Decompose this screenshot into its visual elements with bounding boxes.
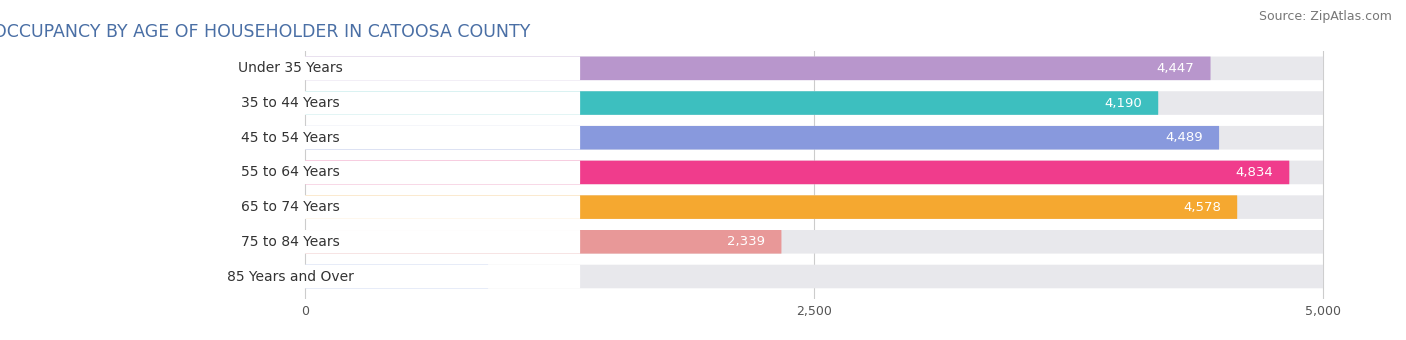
Text: 75 to 84 Years: 75 to 84 Years: [240, 235, 339, 249]
FancyBboxPatch shape: [305, 265, 1323, 288]
FancyBboxPatch shape: [0, 126, 581, 150]
Text: Under 35 Years: Under 35 Years: [238, 61, 343, 75]
Text: 4,489: 4,489: [1166, 131, 1202, 144]
Text: 4,834: 4,834: [1236, 166, 1272, 179]
Text: 4,190: 4,190: [1104, 97, 1142, 109]
FancyBboxPatch shape: [305, 91, 1323, 115]
Text: 55 to 64 Years: 55 to 64 Years: [240, 166, 339, 180]
FancyBboxPatch shape: [305, 56, 1211, 80]
FancyBboxPatch shape: [0, 195, 581, 219]
FancyBboxPatch shape: [0, 56, 581, 80]
FancyBboxPatch shape: [305, 195, 1323, 219]
FancyBboxPatch shape: [0, 265, 581, 288]
FancyBboxPatch shape: [0, 160, 581, 184]
Text: 45 to 54 Years: 45 to 54 Years: [240, 131, 339, 145]
FancyBboxPatch shape: [305, 91, 1159, 115]
FancyBboxPatch shape: [305, 160, 1323, 184]
Text: 898: 898: [447, 270, 472, 283]
Text: 2,339: 2,339: [727, 235, 765, 248]
Text: 35 to 44 Years: 35 to 44 Years: [240, 96, 339, 110]
FancyBboxPatch shape: [305, 265, 488, 288]
Text: Source: ZipAtlas.com: Source: ZipAtlas.com: [1258, 10, 1392, 23]
Text: 65 to 74 Years: 65 to 74 Years: [240, 200, 339, 214]
Text: 4,447: 4,447: [1157, 62, 1194, 75]
FancyBboxPatch shape: [305, 230, 1323, 254]
FancyBboxPatch shape: [305, 230, 782, 254]
FancyBboxPatch shape: [0, 230, 581, 254]
FancyBboxPatch shape: [305, 195, 1237, 219]
FancyBboxPatch shape: [0, 91, 581, 115]
FancyBboxPatch shape: [305, 126, 1219, 150]
FancyBboxPatch shape: [305, 56, 1323, 80]
Text: 4,578: 4,578: [1182, 201, 1220, 214]
FancyBboxPatch shape: [305, 160, 1289, 184]
Text: OCCUPANCY BY AGE OF HOUSEHOLDER IN CATOOSA COUNTY: OCCUPANCY BY AGE OF HOUSEHOLDER IN CATOO…: [0, 23, 530, 41]
Text: 85 Years and Over: 85 Years and Over: [226, 270, 353, 284]
FancyBboxPatch shape: [305, 126, 1323, 150]
